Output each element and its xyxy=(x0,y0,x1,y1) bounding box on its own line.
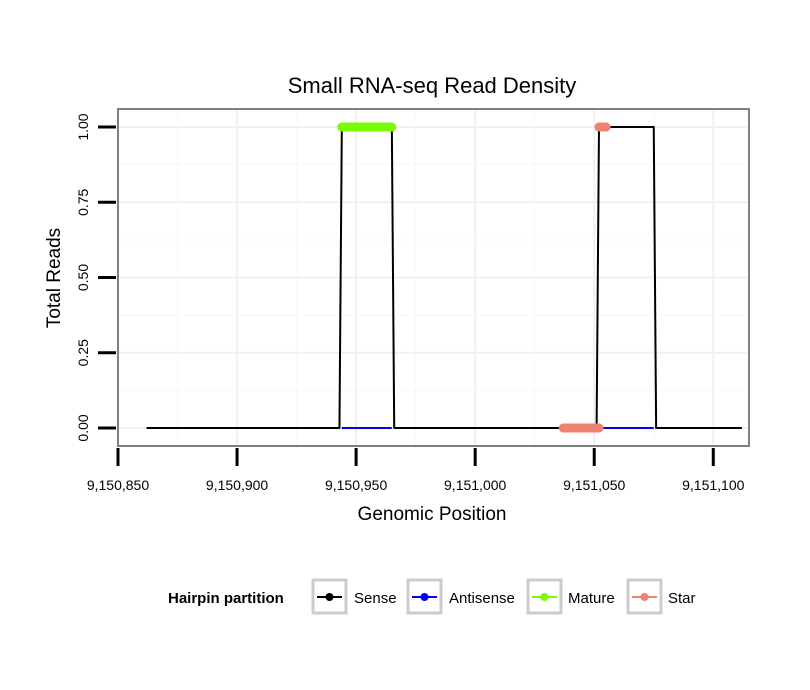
y-axis-title: Total Reads xyxy=(44,228,65,328)
legend-title: Hairpin partition xyxy=(168,590,284,607)
y-axis: 0.00 0.25 0.50 0.75 1.00 xyxy=(75,113,116,442)
legend-key-dot xyxy=(420,593,429,601)
x-tick-label: 9,150,850 xyxy=(87,477,149,493)
plot-frame xyxy=(117,108,750,447)
x-tick-label: 9,150,950 xyxy=(325,477,387,493)
chart-title: Small RNA-seq Read Density xyxy=(288,73,577,98)
x-tick-label: 9,151,100 xyxy=(682,477,744,493)
y-tick-label: 0.50 xyxy=(75,264,91,291)
x-axis: 9,150,850 9,150,900 9,150,950 9,151,000 9,15… xyxy=(87,448,745,493)
series-sense-line xyxy=(146,126,742,429)
legend-key-dot xyxy=(540,593,549,601)
legend-key-dot xyxy=(325,593,334,601)
y-tick-label: 1.00 xyxy=(75,113,91,140)
x-tick-label: 9,151,050 xyxy=(563,477,625,493)
legend-label: Antisense xyxy=(449,590,515,607)
series-layer xyxy=(146,122,742,433)
y-tick-label: 0.75 xyxy=(75,188,91,215)
x-axis-title: Genomic Position xyxy=(358,504,507,525)
x-tick-label: 9,151,000 xyxy=(444,477,506,493)
legend-label: Sense xyxy=(354,590,397,607)
legend-label: Mature xyxy=(568,590,615,607)
y-tick-label: 0.00 xyxy=(75,414,91,441)
y-tick-label: 0.25 xyxy=(75,339,91,366)
legend-label: Star xyxy=(668,590,696,607)
legend-key-dot xyxy=(640,593,649,601)
x-tick-label: 9,150,900 xyxy=(206,477,268,493)
grid xyxy=(117,109,749,446)
legend: Hairpin partition Sense Antisense Mature St… xyxy=(168,578,696,615)
